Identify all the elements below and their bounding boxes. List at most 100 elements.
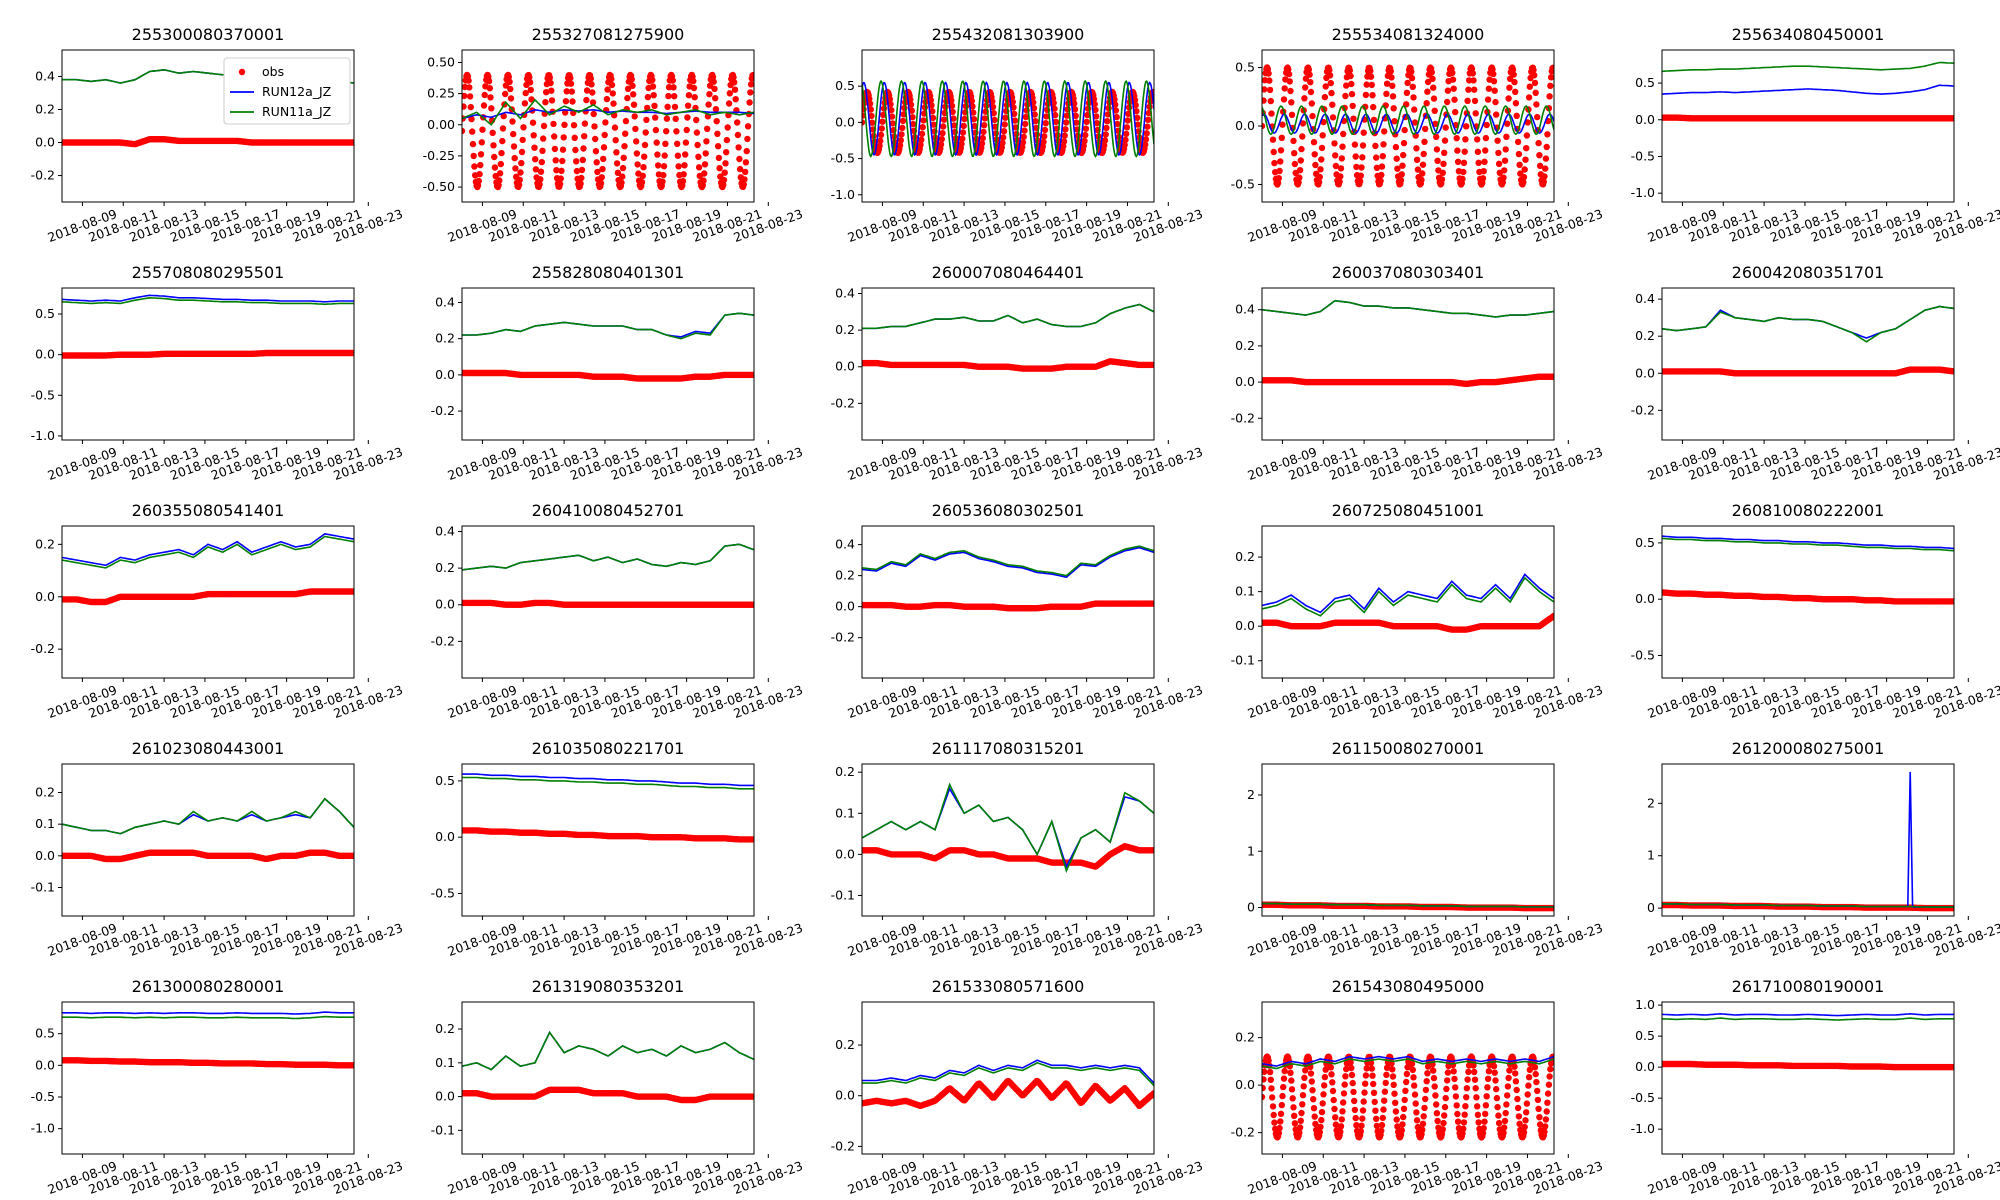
obs-point (1348, 80, 1355, 88)
obs-point (1358, 164, 1365, 171)
obs-point (1532, 89, 1539, 97)
obs-point (1020, 133, 1027, 141)
obs-point (1378, 163, 1386, 170)
obs-point (1062, 126, 1069, 133)
obs-point (496, 170, 504, 177)
obs-point (1124, 117, 1131, 124)
obs-point (1268, 110, 1275, 117)
obs-point (1041, 126, 1049, 134)
obs-point (1419, 170, 1426, 177)
obs-point (1144, 116, 1152, 124)
obs-point (705, 101, 712, 108)
obs-point (1526, 83, 1534, 90)
obs-point (592, 148, 600, 155)
obs-point (652, 126, 660, 134)
y-tick-label: 0.50 (427, 54, 455, 69)
obs-point (750, 371, 754, 379)
obs-point (573, 158, 580, 165)
obs-point (1520, 179, 1527, 186)
obs-point (1373, 154, 1380, 161)
obs-point (1262, 122, 1266, 130)
obs-point (467, 103, 474, 111)
obs-point (1449, 69, 1456, 77)
obs-point (1524, 119, 1531, 126)
panel-title: 260007080464401 (932, 263, 1085, 282)
obs-point (529, 119, 537, 126)
obs-point (621, 143, 628, 150)
obs-point (1535, 139, 1542, 147)
series-RUN11a_JZ (1262, 299, 1554, 318)
obs-point (679, 178, 687, 185)
obs-point (642, 129, 649, 136)
obs-point (1460, 168, 1467, 176)
obs-point (1522, 156, 1529, 163)
obs-point (587, 75, 594, 82)
series-obs (462, 369, 754, 382)
obs-point (978, 140, 986, 147)
obs-point (690, 84, 698, 92)
obs-point (1392, 143, 1400, 151)
obs-point (1287, 87, 1294, 95)
obs-point (1454, 158, 1462, 165)
obs-point (350, 588, 354, 595)
obs-point (603, 95, 611, 103)
obs-point (1461, 148, 1468, 155)
obs-point (741, 176, 748, 183)
obs-point (1021, 127, 1028, 134)
y-tick-label: 0.1 (1235, 584, 1255, 599)
obs-point (1950, 598, 1954, 605)
obs-point (526, 79, 534, 86)
obs-point (465, 77, 472, 84)
obs-point (1288, 99, 1295, 106)
obs-point (1481, 158, 1488, 165)
obs-point (539, 147, 546, 154)
legend-marker-obs (238, 68, 246, 76)
series-obs (1262, 373, 1554, 388)
y-tick-label: 0.1 (35, 816, 55, 831)
obs-point (1495, 149, 1502, 157)
obs-point (1368, 81, 1376, 89)
series-RUN11a_JZ (62, 797, 354, 835)
panel-255327081275900: 255327081275900-0.50-0.250.000.250.50201… (423, 25, 805, 245)
obs-point (481, 91, 488, 99)
plot-area (1662, 305, 1954, 377)
obs-point (1041, 133, 1048, 140)
obs-point (701, 161, 709, 168)
obs-point (1531, 72, 1538, 79)
y-tick-label: -0.2 (431, 403, 455, 418)
obs-point (640, 164, 647, 171)
obs-point (1465, 86, 1472, 93)
obs-point (1265, 70, 1272, 77)
obs-point (1338, 155, 1346, 162)
obs-point (613, 149, 620, 156)
obs-point (1102, 131, 1109, 138)
obs-point (919, 124, 926, 131)
obs-point (475, 177, 482, 185)
obs-point (1121, 141, 1128, 149)
obs-point (1513, 112, 1520, 120)
obs-point (684, 114, 691, 121)
series-obs (1662, 114, 1954, 122)
obs-point (630, 91, 637, 98)
series-RUN12a_JZ (1662, 535, 1954, 550)
y-tick-label: -0.5 (1631, 647, 1655, 662)
obs-point (1101, 137, 1109, 144)
obs-point (469, 140, 477, 148)
obs-point (1465, 77, 1473, 84)
obs-point (600, 144, 608, 151)
y-tick-label: 0.4 (1235, 302, 1255, 317)
series-RUN12a_JZ (1262, 573, 1554, 614)
obs-point (1270, 148, 1277, 156)
obs-point (573, 167, 581, 175)
obs-point (1499, 179, 1507, 186)
obs-point (899, 124, 906, 132)
obs-point (546, 74, 553, 81)
plot-area (1262, 299, 1554, 388)
obs-point (517, 169, 524, 176)
obs-point (1275, 175, 1283, 182)
y-tick-label: 0.0 (1635, 591, 1655, 606)
obs-point (1000, 134, 1007, 141)
panel-title: 260536080302501 (932, 501, 1085, 520)
obs-point (608, 75, 615, 83)
obs-point (1482, 134, 1490, 142)
